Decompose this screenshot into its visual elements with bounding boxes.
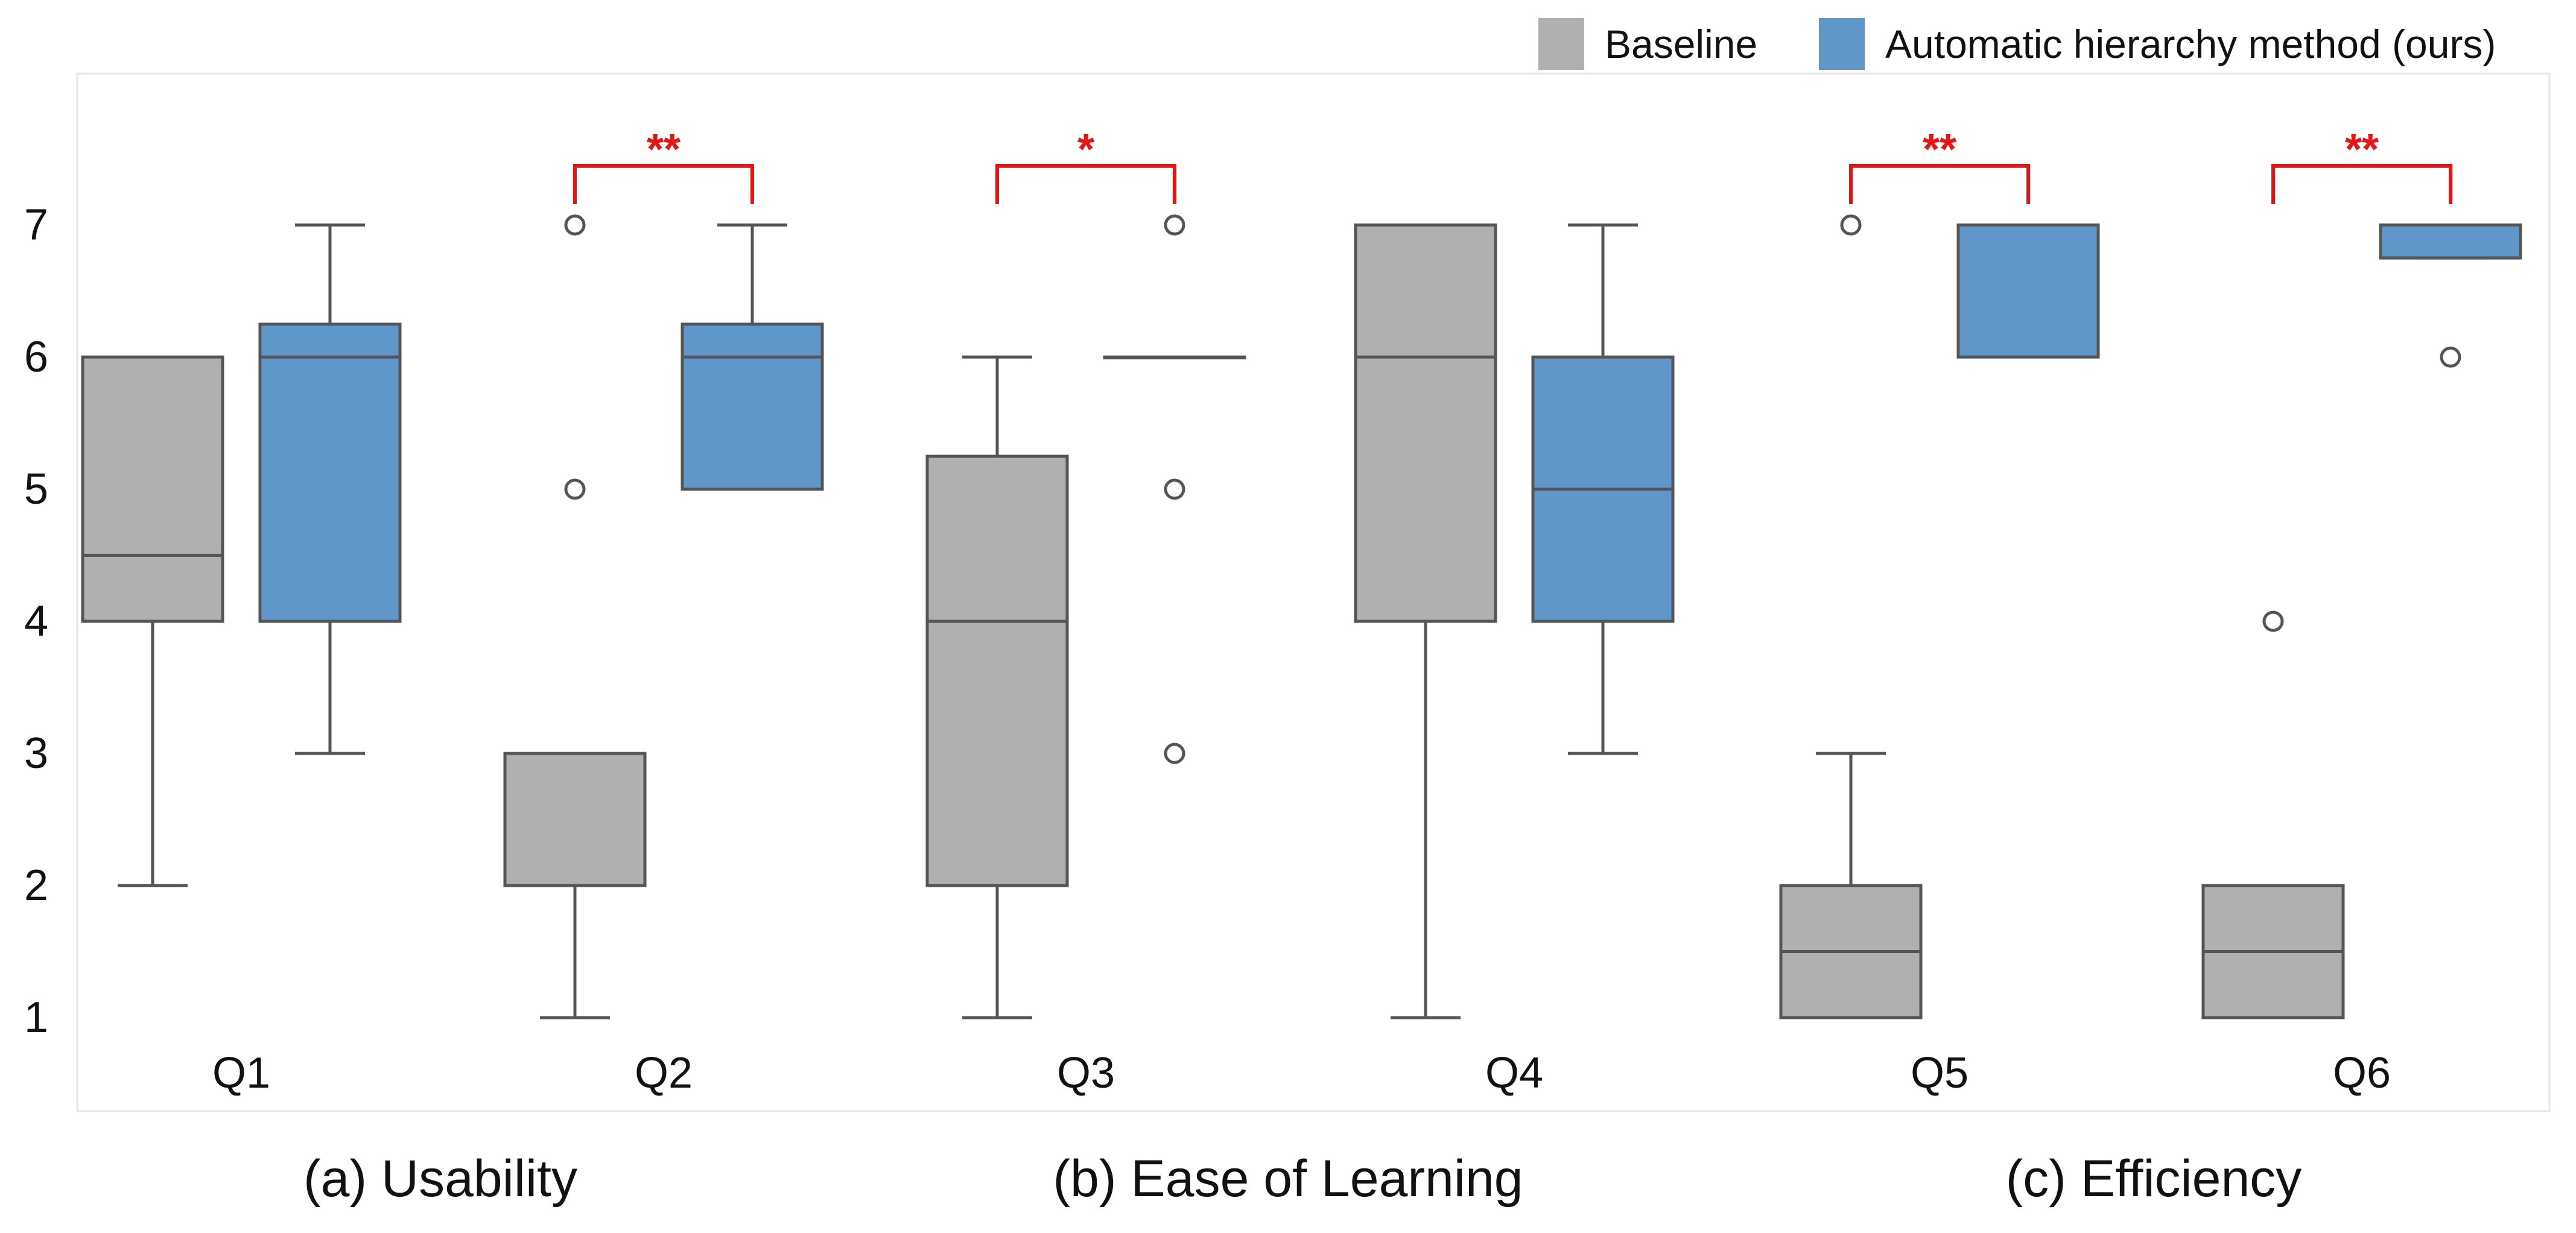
significance-bracket-q5: [1849, 164, 2030, 204]
significance-label-q2: **: [647, 125, 680, 174]
box-baseline-q5: [1779, 214, 1923, 1019]
outlier-ours-q3-0: [1164, 743, 1185, 764]
boxes-layer: [81, 214, 2522, 1019]
outlier-ours-q6-0: [2440, 346, 2461, 368]
outlier-baseline-q5-0: [1840, 214, 1862, 236]
box-ours-q5: [1956, 223, 2100, 359]
significance-bracket-q2: [573, 164, 754, 204]
box-body-ours-q5: [1956, 223, 2100, 359]
legend: Baseline Automatic hierarchy method (our…: [1538, 18, 2496, 70]
box-ours-q1: [258, 223, 402, 755]
box-body-baseline-q2: [503, 752, 647, 887]
box-baseline-q6: [2201, 610, 2345, 1019]
x-category-label-q3: Q3: [1057, 1049, 1115, 1097]
box-body-baseline-q1: [81, 355, 224, 623]
legend-swatch-baseline: [1538, 18, 1584, 70]
significance-label-q5: **: [1923, 125, 1956, 174]
box-ours-q3: [1103, 214, 1246, 764]
y-tick-label-6: 6: [24, 333, 48, 381]
x-category-label-q6: Q6: [2333, 1049, 2391, 1097]
plot-frame: [76, 72, 2551, 1112]
significance-bracket-q6: [2271, 164, 2452, 204]
legend-swatch-ours: [1819, 18, 1865, 70]
box-body-baseline-q4: [1354, 223, 1497, 623]
y-tick-label-7: 7: [24, 201, 48, 249]
group-label-usability: (a) Usability: [303, 1150, 577, 1208]
box-body-ours-q2: [680, 322, 824, 491]
legend-label-baseline: Baseline: [1605, 22, 1757, 66]
group-labels: (a) Usability (b) Ease of Learning (c) E…: [303, 1150, 2302, 1208]
box-baseline-q2: [503, 214, 647, 1019]
outlier-ours-q3-2: [1164, 214, 1185, 236]
significance-label-q3: *: [1077, 125, 1094, 174]
box-ours-q4: [1531, 223, 1675, 755]
x-category-label-q5: Q5: [1911, 1049, 1968, 1097]
box-ours-q2: [680, 223, 824, 491]
group-label-ease-of-learning: (b) Ease of Learning: [1053, 1150, 1523, 1208]
box-baseline-q1: [81, 355, 224, 887]
group-label-efficiency: (c) Efficiency: [2006, 1150, 2302, 1208]
y-tick-label-5: 5: [24, 465, 48, 513]
outlier-baseline-q6-0: [2262, 610, 2284, 632]
y-tick-label-3: 3: [24, 729, 48, 778]
box-baseline-q3: [925, 355, 1069, 1019]
x-axis: Q1 Q2 Q3 Q4 Q5 Q6: [212, 1049, 2391, 1097]
outlier-baseline-q2-0: [564, 478, 586, 500]
x-category-label-q1: Q1: [212, 1049, 270, 1097]
x-category-label-q2: Q2: [635, 1049, 693, 1097]
significance-label-q6: **: [2345, 125, 2379, 174]
legend-label-ours: Automatic hierarchy method (ours): [1885, 22, 2496, 66]
outlier-ours-q3-1: [1164, 478, 1185, 500]
box-body-ours-q1: [258, 322, 402, 623]
box-baseline-q4: [1354, 223, 1497, 1019]
box-body-ours-q6: [2379, 223, 2522, 260]
significance-bracket-q3: [995, 164, 1176, 204]
y-axis: 1 2 3 4 5 6 7: [24, 201, 48, 1042]
y-tick-label-1: 1: [24, 994, 48, 1042]
significance-layer: ** * ** **: [573, 125, 2452, 204]
box-body-baseline-q3: [925, 454, 1069, 887]
x-category-label-q4: Q4: [1485, 1049, 1543, 1097]
y-tick-label-2: 2: [24, 861, 48, 910]
y-tick-label-4: 4: [24, 597, 48, 645]
outlier-baseline-q2-1: [564, 214, 586, 236]
box-ours-q6: [2379, 223, 2522, 368]
